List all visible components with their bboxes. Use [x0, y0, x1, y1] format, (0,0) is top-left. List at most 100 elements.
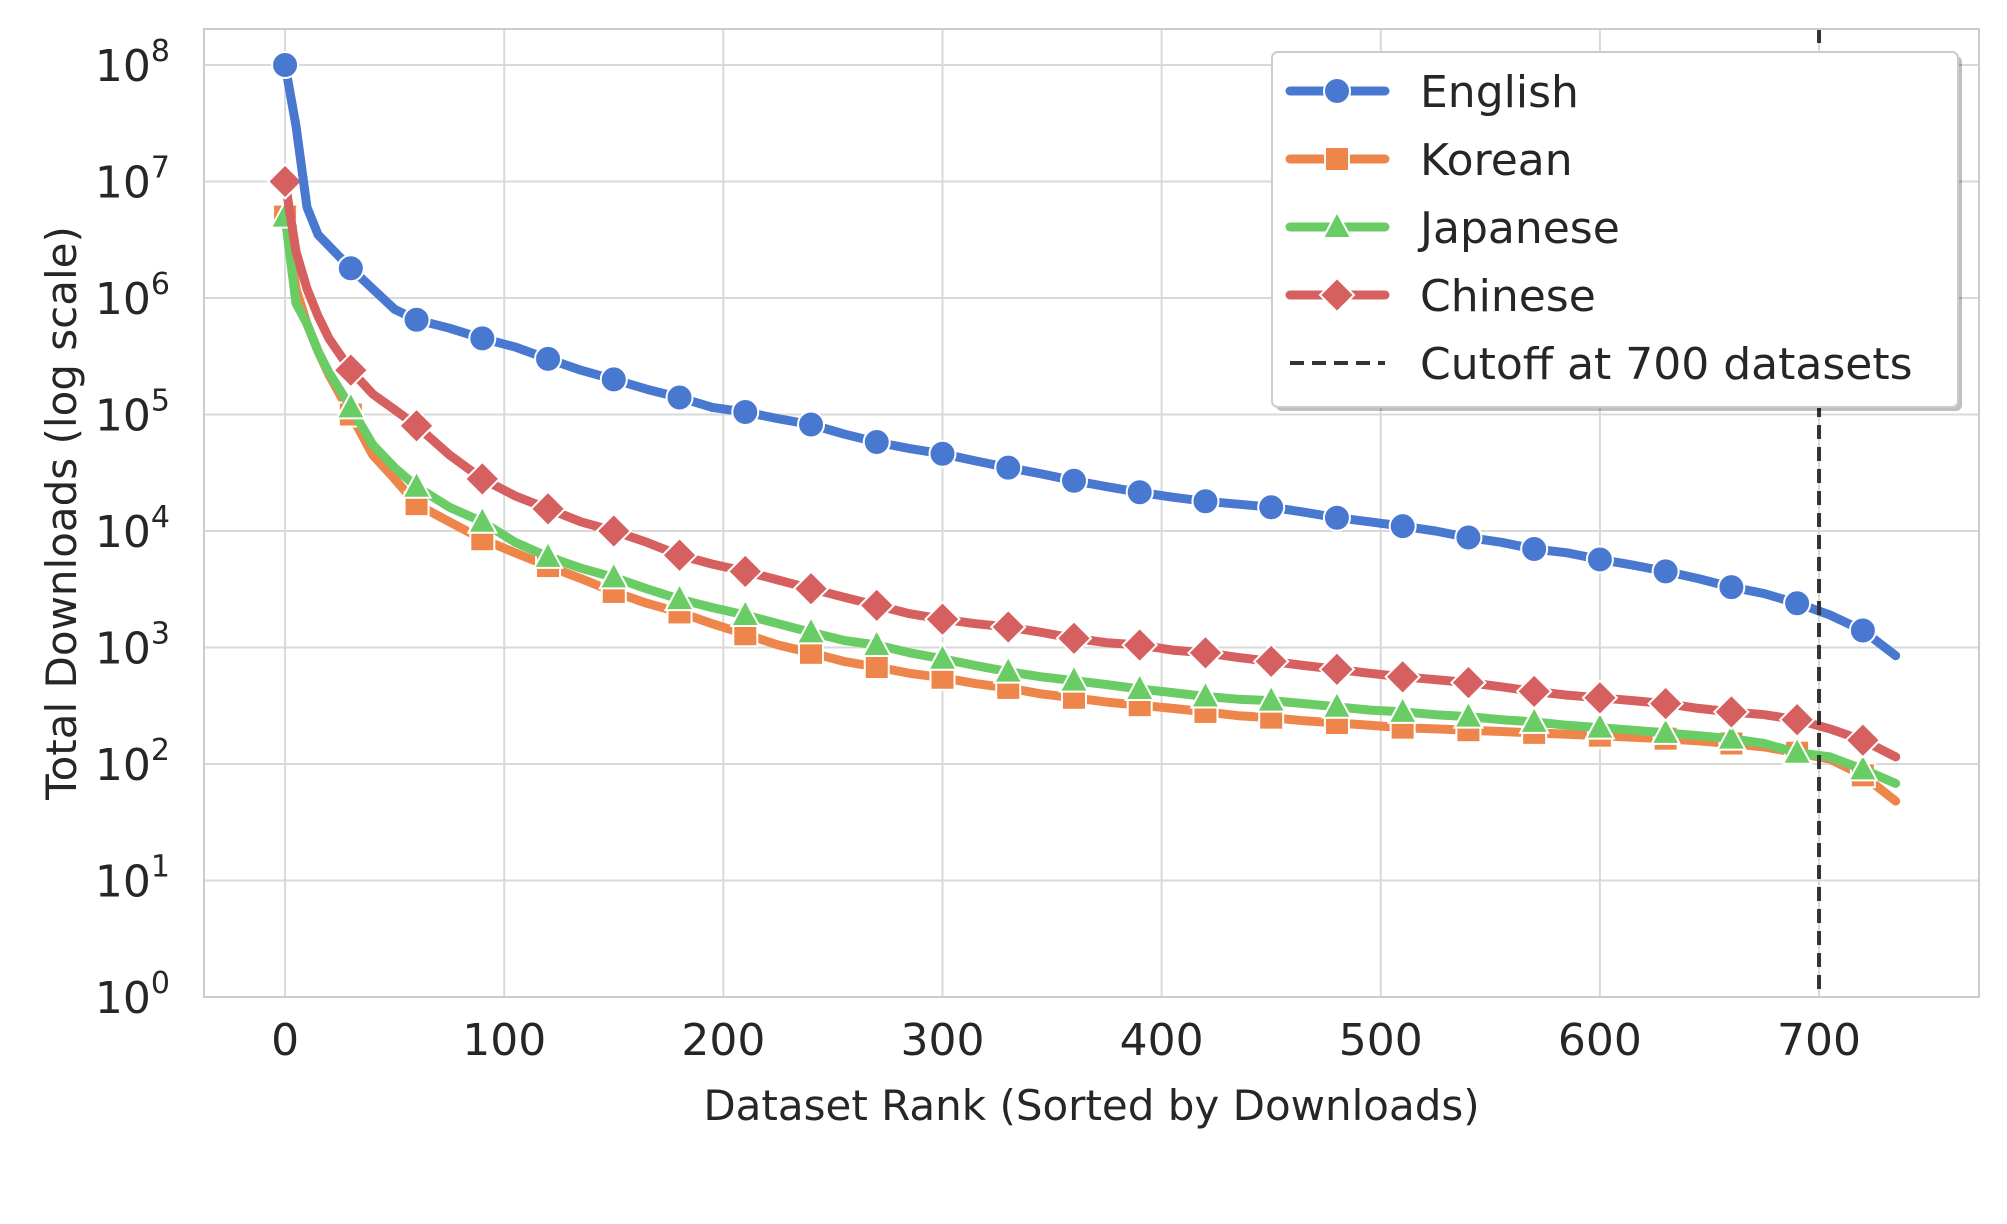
series-point-japanese [598, 560, 630, 590]
series-point-japanese [1649, 715, 1682, 745]
legend-label-chinese: Chinese [1420, 271, 1596, 322]
series-point-japanese [1124, 671, 1156, 702]
series-point-japanese [729, 597, 761, 628]
x-tick-label: 0 [271, 1015, 299, 1066]
legend-box [1271, 51, 1959, 408]
series-point-chinese [1778, 701, 1816, 739]
series-point-english [1191, 487, 1220, 516]
series-point-japanese [1715, 721, 1748, 751]
legend-label-japanese: Japanese [1417, 203, 1620, 254]
plot-frame [203, 28, 1980, 998]
series-point-english [1783, 589, 1812, 618]
series-english [271, 51, 1901, 661]
series-point-english [336, 254, 365, 283]
series-point-chinese [1647, 685, 1685, 723]
series-point-japanese [1058, 663, 1090, 693]
series-point-japanese [992, 654, 1024, 684]
legend-marker-chinese [1318, 276, 1356, 314]
series-point-japanese [1189, 679, 1222, 709]
series-point-japanese [1386, 694, 1419, 724]
series-point-korean [863, 654, 890, 681]
series-point-english [468, 324, 497, 353]
series-point-chinese [726, 552, 764, 590]
series-point-english [1651, 557, 1680, 586]
series-point-chinese [1384, 658, 1422, 696]
x-tick-label: 600 [1558, 1015, 1642, 1066]
series-point-chinese [661, 536, 698, 574]
series-point-english [862, 428, 891, 457]
series-point-english [1388, 512, 1417, 541]
x-axis-label: Dataset Rank (Sorted by Downloads) [703, 1081, 1479, 1130]
legend-label-cutoff-at-700-datasets: Cutoff at 700 datasets [1420, 339, 1913, 390]
series-point-english [1257, 493, 1286, 522]
series-point-english [731, 398, 760, 427]
series-point-english [1454, 523, 1483, 552]
series-point-english [1125, 478, 1154, 507]
series-point-chinese [792, 570, 830, 608]
series-point-chinese [1252, 642, 1290, 680]
series-point-chinese [1121, 626, 1159, 664]
x-tick-label: 300 [900, 1015, 984, 1066]
series-point-english [797, 410, 826, 439]
series-point-english [1717, 573, 1746, 602]
series-point-japanese [926, 641, 959, 671]
y-axis-label: Total Downloads (log scale) [37, 226, 86, 801]
series-point-japanese [466, 504, 498, 534]
y-tick-label: 105 [95, 384, 170, 442]
legend-marker-english [1323, 77, 1351, 105]
series-point-english [665, 383, 694, 412]
series-point-japanese [532, 539, 564, 569]
series-point-chinese [1712, 693, 1750, 731]
series-point-chinese [1318, 650, 1356, 688]
series-point-chinese [1515, 672, 1553, 710]
x-tick-label: 700 [1777, 1015, 1861, 1066]
y-tick-label: 108 [95, 34, 170, 92]
x-tick-label: 500 [1339, 1015, 1423, 1066]
series-point-korean [798, 639, 825, 666]
y-tick-label: 103 [95, 617, 170, 675]
series-chinese [266, 163, 1901, 762]
series-point-english [271, 51, 300, 79]
y-tick-label: 106 [95, 267, 170, 325]
legend-marker-japanese [1321, 209, 1353, 239]
legend-marker-korean [1324, 146, 1350, 172]
series-point-english [1059, 466, 1088, 495]
legend-label-english: English [1420, 67, 1579, 118]
series-point-english [994, 453, 1023, 482]
series-point-english [1585, 545, 1614, 574]
y-tick-label: 100 [95, 966, 170, 1024]
series-point-japanese [1518, 704, 1550, 734]
series-point-chinese [1844, 721, 1882, 759]
series-point-english [1322, 503, 1351, 532]
series-point-english [1848, 616, 1877, 645]
series-point-japanese [663, 582, 696, 612]
series-point-chinese [266, 163, 304, 200]
series-point-chinese [1187, 634, 1224, 672]
series-point-chinese [1449, 664, 1487, 701]
x-tick-label: 200 [681, 1015, 765, 1066]
series-point-japanese [1847, 752, 1879, 782]
series-point-chinese [989, 608, 1027, 646]
series-point-japanese [400, 469, 433, 499]
series-point-japanese [795, 615, 827, 645]
series-point-english [928, 439, 957, 468]
series-point-japanese [1781, 735, 1813, 765]
series-point-chinese [924, 600, 961, 638]
series-point-japanese [861, 627, 893, 658]
series-point-chinese [1581, 679, 1619, 717]
series-point-english [1520, 535, 1549, 564]
series-point-chinese [463, 460, 501, 498]
x-tick-label: 100 [462, 1015, 546, 1066]
series-point-chinese [398, 407, 435, 445]
legend-label-korean: Korean [1420, 135, 1573, 186]
y-tick-label: 107 [95, 151, 170, 209]
series-point-japanese [335, 390, 367, 420]
y-tick-label: 101 [95, 850, 170, 908]
series-point-japanese [1584, 710, 1616, 740]
series-point-english [599, 365, 628, 394]
series-point-japanese [1321, 689, 1353, 719]
series-point-english [534, 344, 563, 373]
series-point-english [402, 305, 431, 334]
series-point-japanese [1255, 683, 1287, 713]
